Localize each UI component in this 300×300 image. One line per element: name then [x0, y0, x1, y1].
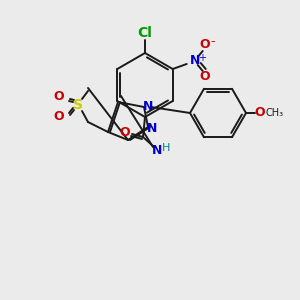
Text: S: S — [73, 98, 83, 112]
Text: H: H — [162, 143, 170, 153]
Text: N: N — [152, 143, 162, 157]
Text: CH₃: CH₃ — [265, 108, 283, 118]
Text: Cl: Cl — [138, 26, 152, 40]
Text: N: N — [143, 100, 153, 112]
Text: O: O — [200, 38, 210, 52]
Text: O: O — [200, 70, 210, 83]
Text: O: O — [54, 91, 64, 103]
Text: N: N — [190, 55, 200, 68]
Text: O: O — [255, 106, 265, 119]
Text: O: O — [120, 125, 130, 139]
Text: O: O — [54, 110, 64, 124]
Text: N: N — [147, 122, 157, 134]
Text: +: + — [198, 53, 206, 63]
Text: -: - — [211, 35, 215, 49]
